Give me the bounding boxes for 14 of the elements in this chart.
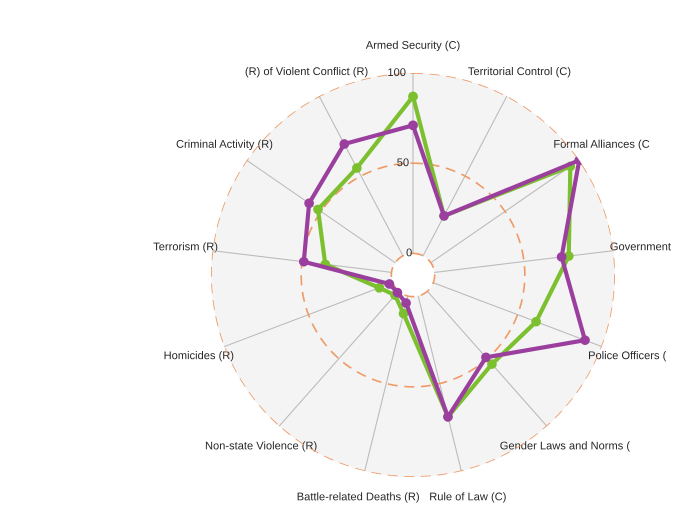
spoke-label: Formal Alliances (C — [554, 140, 650, 150]
spoke-label: Armed Security (C) — [366, 40, 460, 52]
spoke-label: Rule of Law (C) — [430, 492, 506, 503]
spoke-label: (R) of Violent Conflict (R) — [246, 66, 368, 78]
spoke-label: Homicides (R) — [164, 351, 234, 362]
spoke-label: Terrorism (R) — [153, 242, 218, 253]
y-tick-label: 50 — [397, 158, 409, 166]
spoke-label: Territorial Control (C) — [468, 66, 570, 78]
spoke-label: Criminal Activity (R) — [176, 140, 272, 150]
y-tick-label: 0 — [406, 248, 412, 256]
spoke-label: Police Officers ( — [589, 351, 666, 362]
spoke-label: Battle-related Deaths (R) — [298, 492, 419, 503]
y-tick-label: 100 — [388, 68, 406, 76]
spoke-label: Non-state Violence (R) — [206, 441, 316, 452]
